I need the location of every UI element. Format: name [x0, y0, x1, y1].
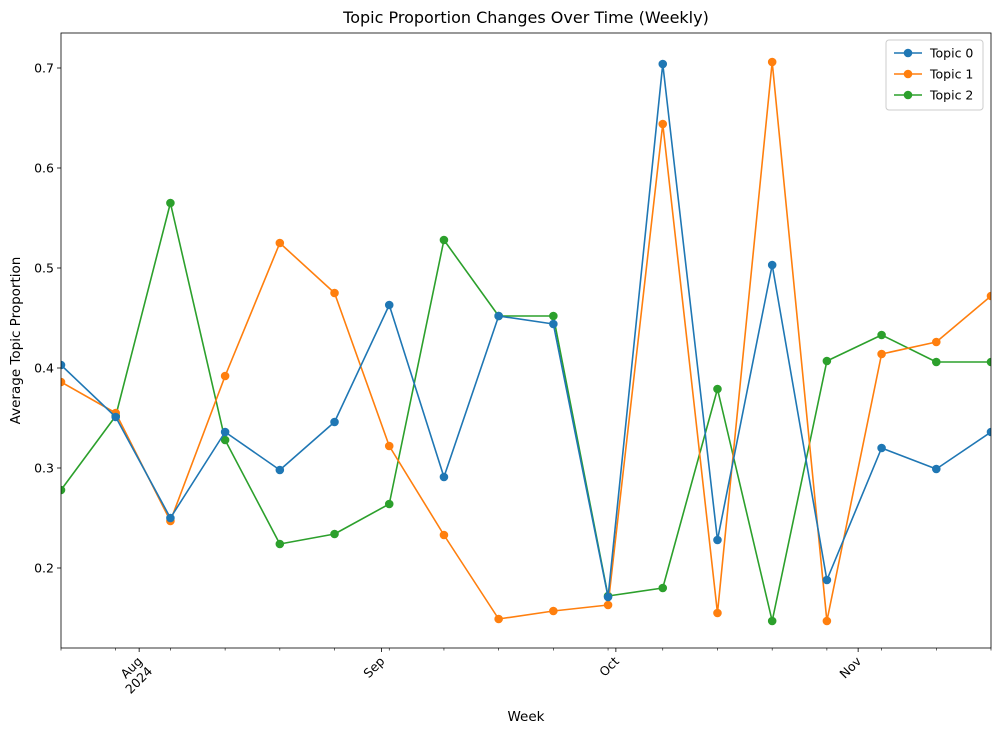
data-point-topic-1 [603, 600, 613, 610]
legend-marker [903, 48, 913, 58]
data-point-topic-2 [658, 583, 668, 593]
y-tick-label: 0.3 [34, 461, 54, 476]
legend: Topic 0 Topic 1 Topic 2 [885, 39, 984, 111]
data-point-topic-1 [767, 57, 777, 67]
plot-background [61, 33, 991, 648]
data-point-topic-2 [767, 616, 777, 626]
data-point-topic-0 [111, 412, 121, 422]
axes-spines [60, 32, 992, 649]
data-point-topic-0 [220, 427, 230, 437]
x-tick-label: Oct [596, 653, 622, 679]
x-axis-label: Week [508, 709, 545, 725]
series-line-topic-1 [61, 61, 991, 622]
data-point-topic-1 [494, 614, 503, 624]
y-axis-label: Average Topic Proportion [8, 257, 24, 425]
data-point-topic-1 [330, 288, 339, 298]
data-point-topic-2 [931, 357, 941, 367]
legend-marker [903, 69, 913, 79]
legend-entry-label: Topic 2 [929, 88, 973, 103]
data-point-topic-0 [384, 300, 394, 310]
y-tick-label: 0.4 [34, 361, 54, 376]
data-point-topic-2 [986, 357, 991, 367]
data-point-topic-0 [603, 592, 613, 602]
data-point-topic-1 [931, 337, 941, 347]
x-tick-label: Sep [360, 653, 387, 680]
plot-area [61, 33, 991, 648]
data-point-topic-1 [384, 441, 394, 451]
data-point-topic-1 [713, 608, 722, 618]
legend-entry-label: Topic 1 [929, 67, 973, 82]
data-point-topic-1 [439, 530, 449, 540]
data-point-topic-2 [384, 499, 394, 509]
data-point-topic-0 [822, 575, 832, 585]
data-point-topic-2 [330, 529, 339, 539]
data-point-topic-0 [931, 464, 941, 474]
data-point-topic-0 [330, 417, 339, 427]
y-tick-label: 0.6 [34, 161, 54, 176]
data-point-topic-2 [439, 235, 449, 245]
series-layer [61, 57, 991, 626]
data-point-topic-0 [986, 427, 991, 437]
data-point-topic-2 [61, 485, 66, 495]
x-tick-label: Nov [836, 653, 864, 681]
data-point-topic-2 [713, 384, 722, 394]
data-point-topic-0 [658, 59, 668, 69]
data-point-topic-0 [767, 260, 777, 270]
data-point-topic-1 [61, 377, 66, 387]
data-point-topic-1 [986, 291, 991, 301]
y-tick-label: 0.2 [34, 561, 54, 576]
data-point-topic-1 [658, 119, 668, 129]
data-point-topic-2 [166, 198, 175, 208]
data-point-topic-0 [877, 443, 886, 453]
legend-entry-label: Topic 0 [929, 46, 973, 61]
data-point-topic-0 [713, 535, 722, 545]
data-point-topic-2 [220, 435, 230, 445]
chart-title: Topic Proportion Changes Over Time (Week… [342, 8, 709, 27]
data-point-topic-0 [275, 465, 285, 475]
data-point-topic-1 [220, 371, 230, 381]
y-axis-ticks: 0.2 0.3 0.4 0.5 0.6 0.7 [34, 61, 61, 576]
data-point-topic-0 [549, 319, 558, 329]
data-point-topic-0 [439, 472, 449, 482]
data-point-topic-1 [275, 238, 285, 248]
series-line-topic-0 [61, 63, 991, 598]
data-point-topic-2 [877, 330, 886, 340]
data-point-topic-0 [61, 360, 66, 370]
axis-frame [60, 32, 992, 649]
data-point-topic-1 [877, 349, 886, 359]
data-point-topic-0 [494, 311, 503, 321]
y-tick-label: 0.7 [34, 61, 54, 76]
data-point-topic-1 [822, 616, 832, 626]
data-point-topic-0 [166, 513, 175, 523]
data-point-topic-1 [549, 606, 558, 616]
y-tick-label: 0.5 [34, 261, 54, 276]
legend-marker [903, 90, 913, 100]
data-point-topic-2 [549, 311, 558, 321]
data-point-topic-2 [822, 356, 832, 366]
data-point-topic-2 [275, 539, 285, 549]
